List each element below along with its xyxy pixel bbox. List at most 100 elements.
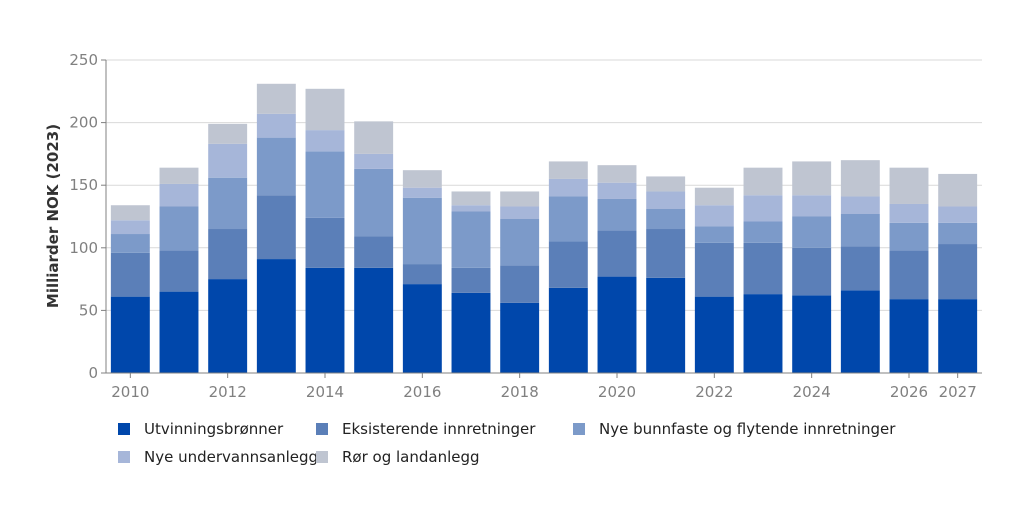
bar-segment-2015-series-1 bbox=[354, 236, 394, 268]
bar-segment-2027-series-1 bbox=[938, 244, 978, 300]
bar-segment-2014-series-0 bbox=[305, 267, 345, 373]
legend-swatch bbox=[316, 423, 328, 435]
x-tick-label: 2022 bbox=[695, 383, 733, 401]
bar-segment-2020-series-2 bbox=[597, 198, 637, 231]
bar-segment-2021-series-0 bbox=[646, 277, 686, 373]
x-tick-label: 2014 bbox=[306, 383, 344, 401]
bar-segment-2023-series-2 bbox=[743, 221, 783, 243]
bar-segment-2015-series-0 bbox=[354, 267, 394, 373]
bar-segment-2013-series-1 bbox=[256, 195, 296, 260]
bar-segment-2027-series-3 bbox=[938, 206, 978, 223]
bar-segment-2024-series-3 bbox=[792, 195, 832, 217]
bar-segment-2011-series-2 bbox=[159, 206, 199, 251]
bar-segment-2022-series-2 bbox=[694, 226, 734, 243]
bar-segment-2026-series-1 bbox=[889, 250, 929, 300]
y-axis-title: Milliarder NOK (2023) bbox=[44, 124, 62, 308]
bar-segment-2025-series-3 bbox=[840, 196, 880, 214]
bar-segment-2023-series-3 bbox=[743, 195, 783, 222]
legend: Utvinningsbrønner Eksisterende innretning… bbox=[118, 420, 896, 466]
bar-segment-2012-series-0 bbox=[208, 279, 248, 373]
bar-segment-2027-series-2 bbox=[938, 222, 978, 245]
bar-segment-2026-series-3 bbox=[889, 203, 929, 223]
bar-segment-2020-series-1 bbox=[597, 230, 637, 277]
legend-label: Eksisterende innretninger bbox=[342, 420, 536, 438]
y-tick-label: 50 bbox=[79, 301, 98, 319]
bar-segment-2013-series-2 bbox=[256, 137, 296, 196]
bar-segment-2015-series-2 bbox=[354, 168, 394, 237]
bar-segment-2018-series-4 bbox=[500, 191, 540, 207]
bar-segment-2016-series-3 bbox=[402, 187, 442, 198]
y-tick-label: 150 bbox=[69, 176, 98, 194]
bar-segment-2016-series-0 bbox=[402, 284, 442, 373]
legend-label: Nye undervannsanlegg bbox=[144, 448, 318, 466]
bar-segment-2022-series-3 bbox=[694, 205, 734, 227]
legend-swatch bbox=[316, 451, 328, 463]
bar-segment-2017-series-3 bbox=[451, 205, 491, 212]
bar-segment-2019-series-1 bbox=[548, 241, 588, 288]
bar-segment-2013-series-3 bbox=[256, 113, 296, 138]
x-tick-label: 2024 bbox=[793, 383, 831, 401]
bar-segment-2024-series-2 bbox=[792, 216, 832, 248]
bar-segment-2012-series-1 bbox=[208, 229, 248, 280]
bar-segment-2023-series-0 bbox=[743, 294, 783, 373]
bar-segment-2012-series-4 bbox=[208, 123, 248, 144]
gridlines bbox=[106, 59, 982, 311]
legend-label: Utvinningsbrønner bbox=[144, 420, 284, 438]
bar-segment-2010-series-3 bbox=[110, 220, 150, 235]
bar-segment-2018-series-2 bbox=[500, 219, 540, 266]
bar-segment-2017-series-1 bbox=[451, 267, 491, 293]
x-tick-label: 2020 bbox=[598, 383, 636, 401]
bar-segment-2025-series-4 bbox=[840, 160, 880, 197]
bar-segment-2026-series-0 bbox=[889, 299, 929, 373]
bar-segment-2019-series-2 bbox=[548, 196, 588, 242]
bars bbox=[110, 83, 978, 373]
bar-segment-2018-series-1 bbox=[500, 265, 540, 303]
bar-segment-2021-series-1 bbox=[646, 229, 686, 278]
y-tick-label: 200 bbox=[69, 114, 98, 132]
legend-swatch bbox=[573, 423, 585, 435]
bar-segment-2014-series-3 bbox=[305, 130, 345, 152]
bar-segment-2025-series-0 bbox=[840, 290, 880, 373]
bar-segment-2027-series-4 bbox=[938, 173, 978, 207]
bar-segment-2014-series-2 bbox=[305, 151, 345, 218]
bar-segment-2010-series-1 bbox=[110, 252, 150, 297]
x-tick-label: 2018 bbox=[501, 383, 539, 401]
bar-segment-2015-series-4 bbox=[354, 121, 394, 154]
bar-segment-2027-series-0 bbox=[938, 299, 978, 373]
bar-segment-2019-series-4 bbox=[548, 161, 588, 179]
bar-segment-2011-series-0 bbox=[159, 291, 199, 373]
legend-label: Nye bunnfaste og flytende innretninger bbox=[599, 420, 896, 438]
bar-segment-2020-series-4 bbox=[597, 165, 637, 183]
x-tick-label: 2012 bbox=[209, 383, 247, 401]
bar-segment-2024-series-4 bbox=[792, 161, 832, 196]
bar-segment-2019-series-0 bbox=[548, 287, 588, 373]
bar-segment-2010-series-4 bbox=[110, 205, 150, 221]
bar-segment-2013-series-4 bbox=[256, 83, 296, 114]
bar-segment-2012-series-3 bbox=[208, 143, 248, 178]
bar-segment-2016-series-4 bbox=[402, 170, 442, 188]
bar-segment-2011-series-4 bbox=[159, 167, 199, 184]
x-tick-label: 2016 bbox=[403, 383, 441, 401]
bar-segment-2021-series-2 bbox=[646, 208, 686, 230]
bar-segment-2010-series-0 bbox=[110, 296, 150, 373]
bar-segment-2016-series-1 bbox=[402, 264, 442, 285]
legend-swatch bbox=[118, 423, 130, 435]
bar-segment-2022-series-1 bbox=[694, 242, 734, 297]
bar-segment-2010-series-2 bbox=[110, 234, 150, 253]
bar-segment-2017-series-4 bbox=[451, 191, 491, 206]
bar-segment-2014-series-1 bbox=[305, 217, 345, 268]
bar-segment-2017-series-0 bbox=[451, 292, 491, 373]
bar-segment-2019-series-3 bbox=[548, 178, 588, 197]
bar-segment-2015-series-3 bbox=[354, 153, 394, 169]
bar-segment-2018-series-3 bbox=[500, 206, 540, 219]
x-tick-label: 2027 bbox=[939, 383, 977, 401]
bar-segment-2016-series-2 bbox=[402, 197, 442, 265]
bar-segment-2017-series-2 bbox=[451, 211, 491, 268]
bar-segment-2026-series-4 bbox=[889, 167, 929, 204]
x-tick-label: 2026 bbox=[890, 383, 928, 401]
bar-segment-2018-series-0 bbox=[500, 302, 540, 373]
bar-segment-2022-series-4 bbox=[694, 187, 734, 206]
bar-segment-2021-series-3 bbox=[646, 191, 686, 209]
